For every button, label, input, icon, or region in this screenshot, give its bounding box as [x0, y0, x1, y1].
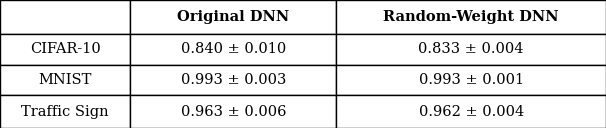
Text: CIFAR-10: CIFAR-10: [30, 42, 101, 56]
Text: Traffic Sign: Traffic Sign: [21, 105, 109, 119]
Text: MNIST: MNIST: [38, 73, 92, 87]
Bar: [336, 95, 606, 128]
Text: 0.962 ± 0.004: 0.962 ± 0.004: [419, 105, 524, 119]
Bar: [336, 34, 606, 65]
Bar: [130, 95, 336, 128]
Bar: [0, 0, 130, 34]
Bar: [0, 34, 130, 65]
Bar: [336, 65, 606, 95]
Text: 0.833 ± 0.004: 0.833 ± 0.004: [418, 42, 524, 56]
Text: Random-Weight DNN: Random-Weight DNN: [384, 10, 559, 24]
Bar: [0, 95, 130, 128]
Text: 0.840 ± 0.010: 0.840 ± 0.010: [181, 42, 286, 56]
Bar: [336, 0, 606, 34]
Text: 0.963 ± 0.006: 0.963 ± 0.006: [181, 105, 286, 119]
Text: 0.993 ± 0.003: 0.993 ± 0.003: [181, 73, 286, 87]
Bar: [0, 65, 130, 95]
Text: 0.993 ± 0.001: 0.993 ± 0.001: [419, 73, 524, 87]
Bar: [130, 34, 336, 65]
Bar: [130, 0, 336, 34]
Text: Original DNN: Original DNN: [177, 10, 290, 24]
Bar: [130, 65, 336, 95]
